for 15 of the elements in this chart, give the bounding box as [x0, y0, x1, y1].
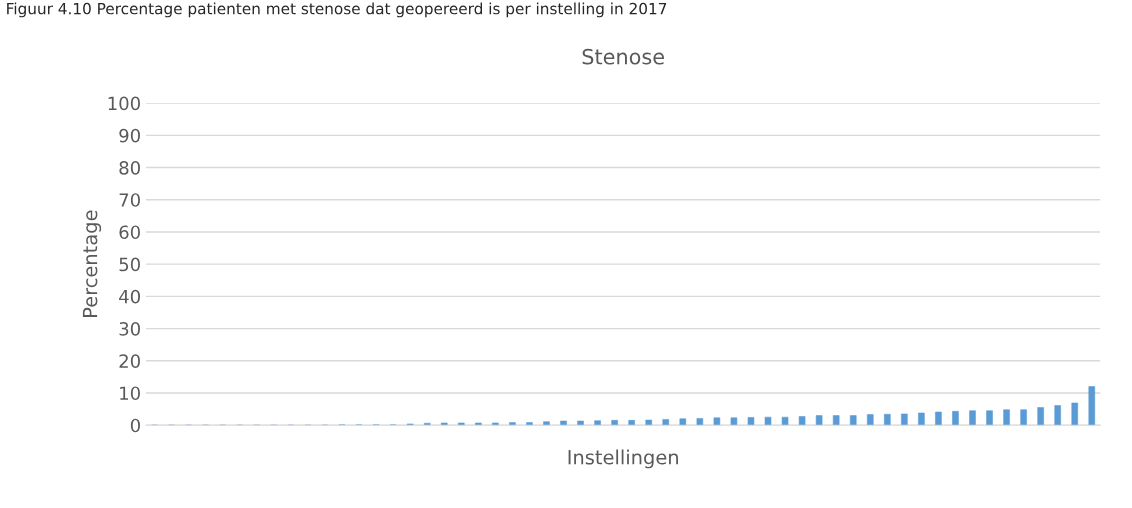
- y-axis-title: Percentage: [82, 210, 102, 317]
- y-tick-label: 80: [119, 161, 140, 175]
- y-tick-label: 60: [119, 225, 140, 240]
- y-tick-label: 30: [119, 322, 140, 336]
- y-tick-label: 50: [119, 257, 140, 272]
- y-tick-label: 20: [119, 354, 140, 368]
- y-tick-label: 40: [119, 289, 140, 304]
- y-tick-label: 90: [119, 128, 140, 143]
- y-tick-label: 100: [108, 96, 140, 111]
- y-tick-label: 0: [130, 418, 140, 433]
- x-axis-title: Instellingen: [568, 449, 678, 469]
- text: Figuur 4.10 Percentage patienten met stenose dat geopereerd is per instelling in 2017: [7, 2, 667, 18]
- chart-title: Stenose: [582, 48, 664, 65]
- y-tick-label: 70: [119, 193, 140, 207]
- y-tick-label: 10: [120, 386, 140, 401]
